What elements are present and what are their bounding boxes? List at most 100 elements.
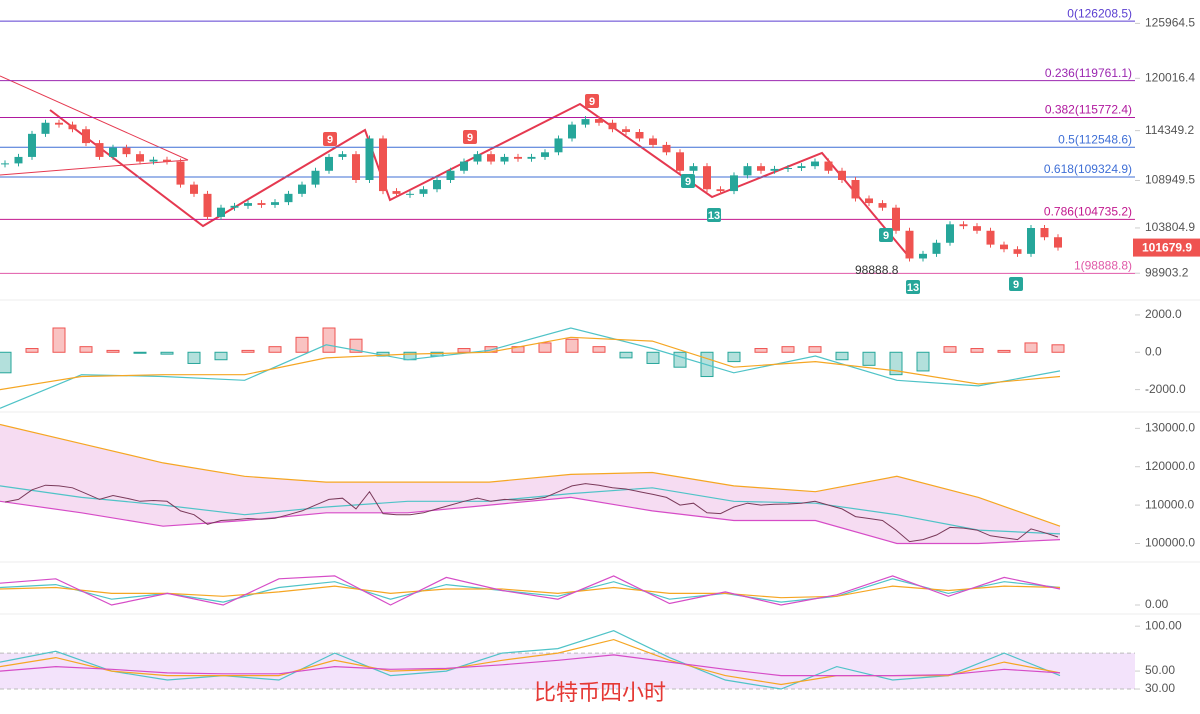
- candle: [905, 230, 914, 259]
- signal-label: 9: [327, 134, 333, 146]
- candle: [406, 193, 414, 195]
- macd-bar: [916, 351, 930, 372]
- candle: [176, 161, 185, 185]
- candle: [1000, 244, 1008, 250]
- candle: [311, 170, 320, 185]
- signal-badge: [707, 208, 721, 222]
- candle: [473, 154, 482, 162]
- indicator-line: [0, 327, 1061, 409]
- y-tick-label: 50.00: [1145, 663, 1175, 677]
- signal-badge: [463, 130, 477, 144]
- fib-label: 0(126208.5): [1067, 6, 1132, 20]
- candle: [757, 166, 765, 171]
- candle: [973, 226, 981, 231]
- y-tick-label: 120000.0: [1145, 459, 1195, 473]
- candle: [568, 124, 576, 139]
- candle: [959, 224, 968, 227]
- candle: [379, 138, 387, 192]
- candle: [392, 191, 401, 194]
- indicator-line: [0, 336, 1061, 391]
- y-tick-label: 125964.5: [1145, 16, 1195, 30]
- candle: [581, 119, 590, 125]
- candle: [554, 138, 563, 153]
- macd-bar: [268, 346, 282, 353]
- candle: [892, 207, 900, 231]
- candle: [136, 154, 144, 162]
- y-tick-label: -2000.0: [1145, 382, 1186, 396]
- macd-bar: [727, 351, 741, 363]
- candle: [163, 159, 171, 162]
- fib-label: 0.786(104735.2): [1044, 205, 1132, 219]
- candle: [1, 163, 9, 165]
- candle: [14, 156, 23, 164]
- y-tick-label: 114349.2: [1145, 123, 1194, 137]
- candle: [851, 180, 860, 199]
- y-tick-label: 120016.4: [1145, 70, 1195, 84]
- candle: [55, 122, 63, 125]
- candle: [838, 170, 846, 180]
- price-annotation: 98888.8: [855, 263, 899, 277]
- y-tick-label: 0.0: [1145, 344, 1162, 358]
- signal-label: 9: [883, 230, 889, 242]
- fib-label: 1(98888.8): [1074, 259, 1132, 273]
- signal-badge: [585, 94, 599, 108]
- indicator-line: [0, 630, 1061, 690]
- candle: [244, 203, 252, 206]
- candle: [68, 124, 77, 130]
- indicator-line: [0, 585, 1061, 599]
- candle: [595, 119, 603, 123]
- band-fill: [0, 424, 1060, 544]
- candle: [703, 166, 711, 190]
- candle: [689, 166, 698, 171]
- macd-bar: [52, 327, 66, 353]
- y-tick-label: 108949.5: [1145, 173, 1195, 187]
- signal-label: 9: [589, 96, 595, 108]
- signal-badge: [1009, 277, 1023, 291]
- y-tick-label: 0.00: [1145, 597, 1169, 611]
- candle: [824, 161, 833, 171]
- macd-bar: [25, 348, 39, 353]
- candle: [149, 159, 158, 162]
- trend-arrows: [0, 75, 911, 259]
- price-line: [4, 483, 1059, 543]
- macd-bar: [565, 338, 579, 353]
- macd-bar: [457, 348, 471, 353]
- signal-label: 13: [708, 210, 720, 222]
- candle: [878, 203, 887, 208]
- indicator-line: [0, 496, 1061, 545]
- signal-badge: [906, 280, 920, 294]
- candle: [271, 202, 279, 205]
- y-tick-label: 103804.9: [1145, 220, 1195, 234]
- signal-badge: [323, 132, 337, 146]
- candle: [41, 122, 50, 134]
- macd-bar: [862, 351, 876, 366]
- candle: [622, 129, 630, 132]
- macd-bar: [133, 351, 147, 354]
- candle: [865, 198, 873, 204]
- candle: [257, 203, 266, 205]
- macd-bar: [187, 351, 201, 364]
- candle: [797, 166, 806, 168]
- macd-bar: [538, 342, 552, 353]
- candle: [446, 170, 455, 180]
- signal-label: 9: [1013, 279, 1019, 291]
- candle: [419, 189, 428, 194]
- y-tick-label: 98903.2: [1145, 265, 1189, 279]
- signal-badge: [681, 174, 695, 188]
- macd-bar: [646, 351, 660, 364]
- macd-bar: [754, 348, 768, 353]
- signal-label: 9: [467, 132, 473, 144]
- candle: [770, 168, 779, 171]
- candle: [716, 189, 725, 192]
- candle: [649, 138, 657, 145]
- candle: [82, 129, 90, 144]
- candle: [203, 193, 212, 217]
- fib-label: 0.618(109324.9): [1044, 162, 1132, 176]
- candle: [1013, 249, 1022, 254]
- candle: [514, 156, 522, 159]
- y-tick-label: 30.00: [1145, 681, 1175, 695]
- candle: [743, 166, 752, 176]
- candle: [325, 156, 333, 171]
- candle: [1054, 237, 1062, 248]
